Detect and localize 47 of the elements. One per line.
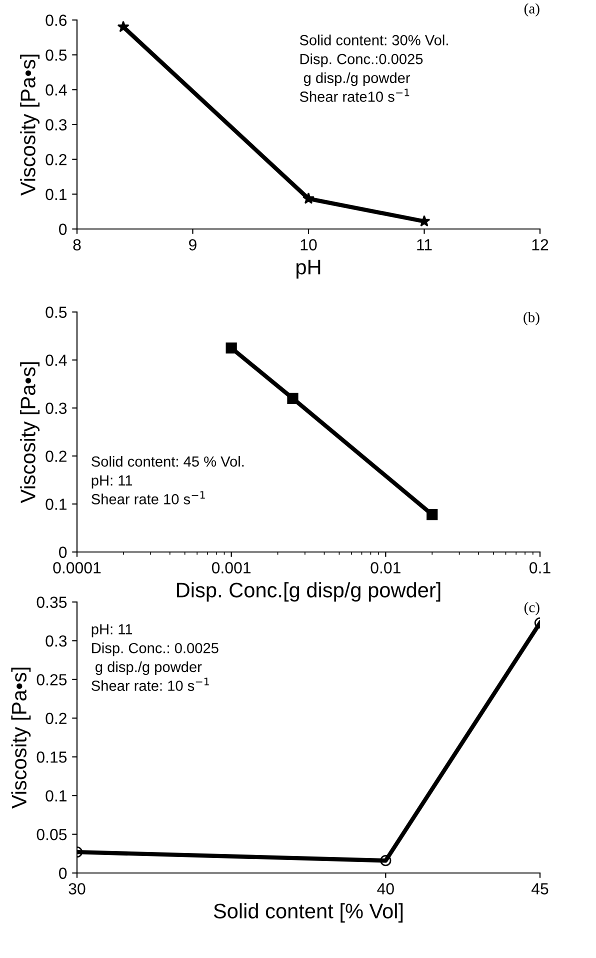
y-tick-label: 0 [59, 546, 67, 558]
y-tick-label: 0.4 [46, 354, 67, 366]
x-tick-label: 9 [189, 239, 196, 250]
y-tick-label: 0.35 [36, 596, 67, 608]
y-tick-label: 0.25 [36, 674, 67, 686]
y-tick-label: 0.4 [46, 84, 67, 96]
y-tick-label: 0.3 [46, 402, 67, 414]
y-axis-title: Viscosity [Pa•s] [20, 54, 40, 196]
y-tick-label: 0.2 [46, 450, 66, 462]
x-tick-label: 11 [417, 239, 432, 250]
x-tick-label: 30 [68, 883, 86, 894]
point [117, 20, 130, 32]
x-tick-label: 0.1 [530, 562, 550, 574]
x-tick-label: 12 [532, 239, 548, 250]
y-tick-label: 0.5 [46, 306, 67, 318]
x-axis-title: pH [296, 260, 320, 279]
x-tick-label: 10 [300, 239, 317, 250]
y-tick-label: 0.6 [46, 14, 67, 26]
y-tick-label: 0.3 [46, 119, 67, 130]
x-axis-title: Disp. Conc.[g disp/g powder] [177, 582, 440, 602]
y-tick-label: 0.1 [46, 498, 66, 510]
annotation: (c) [524, 602, 540, 616]
x-tick-label: 40 [377, 883, 394, 894]
y-tick-label: 0.3 [46, 635, 67, 647]
y-axis-title: Viscosity [Pa•s] [20, 362, 40, 504]
y-tick-label: 0.15 [36, 751, 67, 763]
text: (a) [524, 3, 540, 17]
y-tick-label: 0 [59, 868, 67, 879]
annotation: Solid content: 30% Vol. Disp. Conc.:0.0025 g disp./g powder Shear rate10 s$^{−1}$ [300, 34, 448, 102]
x-tick-label: 0.001 [212, 562, 251, 574]
point [302, 192, 314, 204]
y-tick-label: 0.5 [46, 49, 67, 61]
annotation: (b) [524, 312, 540, 326]
y-tick-label: 0 [59, 224, 67, 235]
y-tick-label: 0.2 [46, 712, 66, 724]
x-tick-label: 0.0001 [53, 562, 101, 574]
annotation: pH: 11 Disp. Conc.: 0.0025 g disp./g powder Shear rate: 10 s$^{−1}$ [92, 624, 218, 691]
y-axis-title: Viscosity [Pa•s] [11, 668, 31, 809]
y-tick-label: 0.2 [46, 154, 66, 166]
y-tick-label: 0.05 [36, 828, 67, 840]
y-tick-label: 0.1 [46, 790, 66, 802]
x-axis-title: Solid content [% Vol] [214, 903, 403, 923]
annotation: Solid content: 45 % Vol. pH: 11 Shear rate 10 s$^{−1}$ [92, 456, 244, 504]
y-tick-label: 0.1 [46, 188, 66, 200]
x-tick-label: 45 [531, 883, 548, 894]
x-tick-label: 0.01 [370, 562, 400, 574]
x-tick-label: 8 [73, 239, 81, 250]
